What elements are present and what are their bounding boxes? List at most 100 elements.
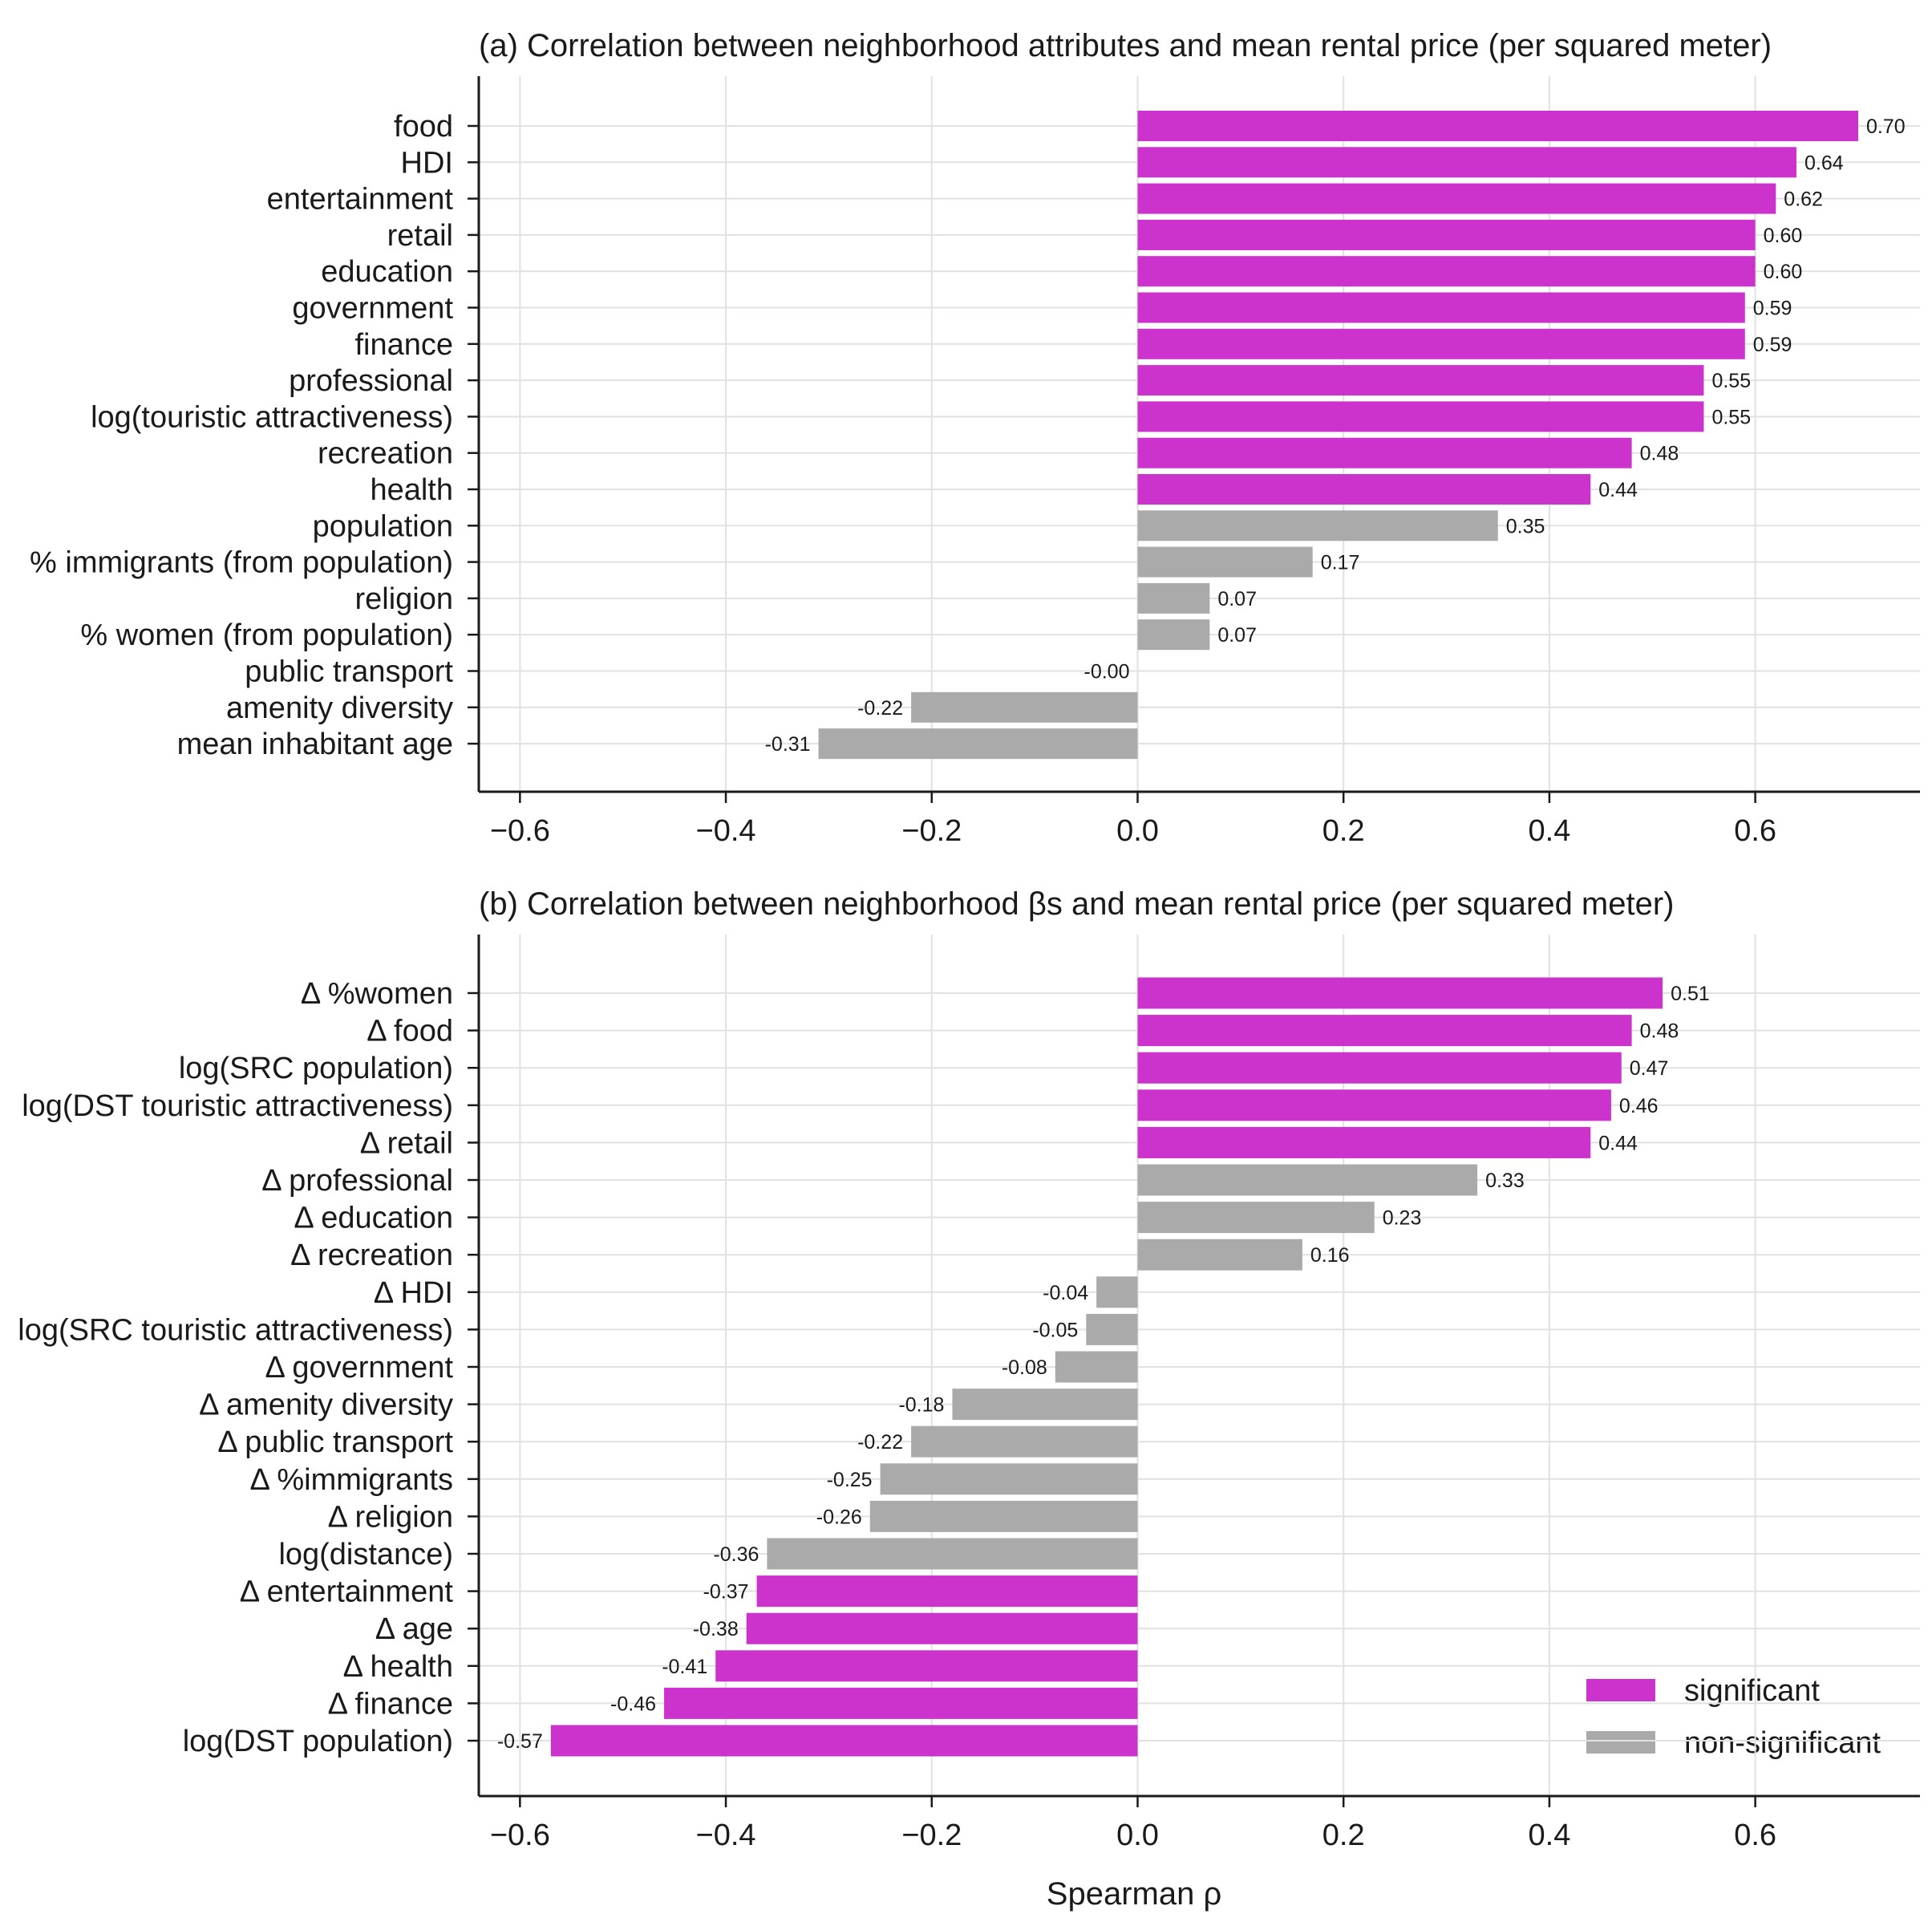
panel-b-bar [880,1463,1138,1495]
panel-a-value-label: 0.55 [1711,370,1751,392]
panel-a-bar [1137,111,1858,141]
panel-a-category-label: education [321,255,453,289]
panel-b-value-label: -0.38 [693,1618,739,1640]
panel-b-category-label: log(SRC touristic attractiveness) [18,1313,453,1347]
panel-b-bar [767,1538,1138,1570]
panel-a-value-label: 0.55 [1711,406,1751,428]
panel-b-bar [869,1500,1138,1532]
panel-b-value-label: -0.22 [857,1431,903,1454]
panel-b-xtick-label: 0.0 [1116,1819,1159,1852]
panel-b-category-label: log(DST population) [183,1725,453,1758]
panel-b-value-label: -0.41 [662,1656,707,1678]
panel-a-category-label: population [313,509,453,543]
panel-a: (a) Correlation between neighborhood att… [30,28,1920,848]
panel-b-title: (b) Correlation between neighborhood βs … [479,886,1675,922]
panel-a-xtick-label: 0.2 [1322,814,1365,848]
panel-b-bar [952,1389,1138,1421]
x-axis-label: Spearman ρ [1047,1876,1221,1912]
panel-a-value-label: 0.64 [1804,152,1844,174]
panel-b-value-label: -0.46 [610,1693,656,1715]
panel-b-value-label: -0.08 [1002,1356,1047,1379]
panel-a-xtick-label: −0.2 [901,814,962,848]
panel-b-category-label: Δ religion [328,1500,453,1534]
panel-b-bar [550,1725,1138,1757]
panel-a-value-label: -0.00 [1084,661,1130,683]
panel-b-bar [1137,1164,1478,1196]
panel-b-value-label: -0.37 [703,1581,749,1604]
panel-a-title: (a) Correlation between neighborhood att… [479,28,1772,63]
panel-a-value-label: 0.44 [1598,479,1638,501]
panel-a-bar [1137,546,1313,578]
panel-a-value-label: 0.70 [1866,116,1906,138]
panel-a-xtick-label: 0.4 [1529,814,1571,848]
panel-b-value-label: 0.47 [1630,1057,1669,1080]
panel-a-xtick-label: −0.6 [490,814,550,848]
panel-b-category-label: Δ retail [360,1126,453,1160]
panel-a-category-label: amenity diversity [226,691,453,725]
panel-b: (b) Correlation between neighborhood βs … [18,886,1920,1912]
panel-a-value-label: 0.60 [1764,225,1803,247]
panel-b-value-label: -0.18 [898,1394,944,1417]
panel-b-bar [1137,1202,1375,1234]
panel-a-value-label: 0.60 [1764,261,1803,283]
panel-a-value-label: 0.59 [1753,334,1792,356]
legend-swatch-significant [1586,1679,1655,1701]
panel-b-category-label: Δ recreation [290,1239,453,1272]
panel-a-bar [818,728,1138,760]
panel-a-value-label: 0.35 [1506,515,1545,537]
panel-a-bar [1137,582,1210,614]
panel-b-category-label: Δ %immigrants [250,1463,453,1497]
panel-b-category-label: Δ public transport [217,1425,453,1459]
panel-b-bar [1137,1239,1302,1271]
panel-b-category-label: Δ food [367,1015,453,1048]
legend-swatch-non-significant [1586,1731,1655,1754]
panel-a-value-label: 0.59 [1753,298,1792,320]
panel-b-bar [664,1687,1138,1719]
panel-b-bar [715,1650,1138,1682]
panel-a-category-label: food [394,110,453,144]
panel-b-xtick-label: 0.4 [1529,1819,1571,1852]
panel-a-category-label: recreation [318,437,453,471]
panel-b-category-label: Δ professional [261,1164,453,1198]
panel-a-bar [1137,365,1704,396]
panel-a-bar [1137,619,1210,651]
panel-a-axes: −0.6 −0.4 −0.2 0.0 0.2 0.4 0.6 [477,76,1920,848]
panel-a-bar [1137,183,1776,214]
panel-a-bar [1137,147,1796,178]
panel-a-category-label: finance [354,328,453,362]
panel-b-bar [1137,977,1663,1009]
legend: significant non-significant [1586,1674,1881,1760]
panel-a-bar [1137,437,1632,468]
panel-b-bar [1096,1276,1138,1308]
panel-b-category-label: Δ age [375,1612,453,1646]
panel-b-category-label: Δ government [265,1351,453,1385]
panel-b-category-label: Δ education [294,1202,453,1235]
panel-b-bar [1137,1015,1632,1047]
panel-b-xtick-label: −0.2 [901,1819,962,1852]
legend-label-significant: significant [1684,1674,1820,1708]
panel-a-bar [1137,474,1591,505]
panel-b-bar [911,1425,1138,1458]
panel-b-bar [1086,1313,1138,1345]
panel-a-value-label: 0.07 [1217,588,1257,610]
panel-a-category-label: % immigrants (from population) [30,546,453,580]
panel-b-value-label: -0.57 [497,1730,543,1753]
panel-a-category-label: health [370,473,453,507]
panel-b-category-label: Δ amenity diversity [199,1389,453,1422]
panel-b-bar [746,1612,1138,1644]
panel-a-bars: food 0.70 HDI 0.64 entertainment 0.62 retail 0.… [30,110,1906,761]
panel-a-category-label: government [292,292,453,326]
panel-b-category-label: log(SRC population) [179,1052,453,1085]
panel-b-category-label: Δ HDI [374,1276,453,1310]
panel-a-category-label: mean inhabitant age [177,728,453,761]
panel-b-value-label: -0.36 [713,1543,759,1566]
panel-b-value-label: 0.33 [1485,1170,1525,1192]
panel-a-value-label: 0.62 [1784,189,1823,211]
panel-a-category-label: entertainment [267,183,454,217]
panel-b-category-label: Δ health [343,1650,453,1684]
panel-b-bar [1137,1126,1591,1158]
panel-b-xtick-label: −0.4 [696,1819,756,1852]
panel-a-category-label: religion [354,582,453,616]
panel-b-value-label: 0.44 [1598,1132,1638,1154]
